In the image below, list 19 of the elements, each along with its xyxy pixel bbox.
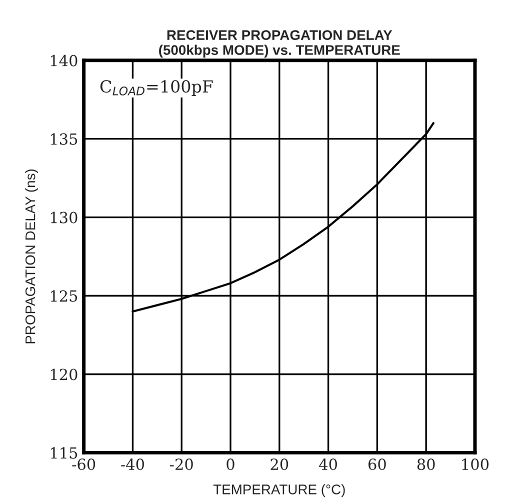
x-tick-label: 100	[462, 458, 489, 470]
x-tick-label: 60	[368, 458, 386, 470]
chart-title: RECEIVER PROPAGATION DELAY (500kbps MODE) vs. TEMPERATURE	[159, 30, 400, 58]
x-tick-label: 0	[226, 458, 234, 470]
y-tick-label: 120	[50, 368, 78, 380]
x-tick-label: 20	[270, 458, 288, 470]
y-tick-label: 125	[50, 290, 78, 302]
x-tick-label: 40	[319, 458, 337, 470]
x-tick-label: -60	[72, 458, 96, 470]
y-tick-label: 140	[50, 54, 78, 66]
annotation: C$_{LOAD}$=100pF	[100, 80, 213, 96]
x-tick-label: 80	[417, 458, 435, 470]
x-tick-label: -40	[121, 458, 144, 470]
x-axis-title: TEMPERATURE (°C)	[213, 484, 345, 498]
y-tick-label: 115	[50, 447, 78, 459]
x-tick-label: -20	[170, 458, 193, 470]
y-tick-label: 130	[50, 212, 78, 224]
y-tick-label: 135	[50, 133, 78, 145]
y-axis-title: PROPAGATION DELAY (ns)	[25, 170, 38, 344]
